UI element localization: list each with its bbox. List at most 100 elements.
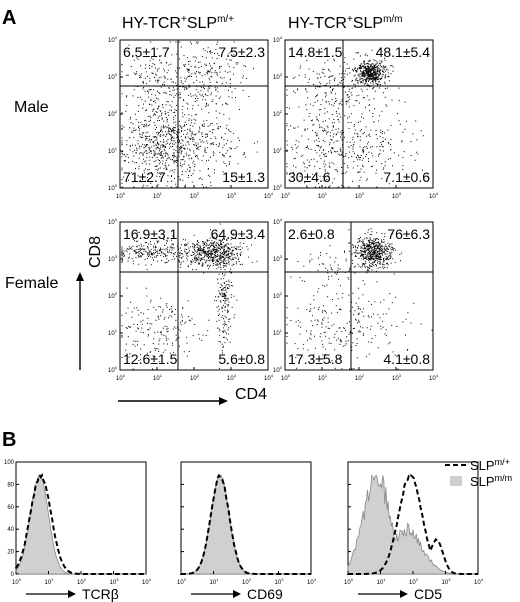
x-tick-label: 102: [190, 191, 200, 200]
x-tick-label: 103: [227, 191, 237, 200]
dashed-histogram: [180, 473, 311, 575]
quadrant-value-ur: 64.9±3.4: [211, 226, 266, 242]
y-tick-label: 20: [7, 550, 14, 556]
quadrant-value-lr: 7.1±0.6: [383, 169, 430, 185]
x-tick-label: 100: [116, 373, 126, 382]
x-tick-label: 100: [116, 191, 126, 200]
scatter-points: [286, 228, 433, 370]
x-tick-label: 102: [190, 373, 200, 382]
x-tick-label: 103: [392, 373, 402, 382]
x-tick-label: 100: [281, 191, 291, 200]
legend-filled-swatch: [450, 476, 462, 486]
x-tick-label: 100: [344, 577, 354, 586]
quadrant-value-ll: 17.3±5.8: [288, 351, 343, 367]
panel-b-label: B: [2, 429, 16, 451]
cd4-arrow-head: [219, 397, 228, 405]
legend: SLPm/+ SLPm/m: [445, 457, 512, 489]
y-tick-label: 101: [273, 146, 283, 155]
y-tick-label: 80: [7, 482, 14, 488]
x-tick-label: 104: [474, 577, 484, 586]
x-tick-label: 102: [242, 577, 252, 586]
x-tick-label: 101: [318, 191, 328, 200]
histogram-x-label: CD5: [414, 586, 442, 602]
x-tick-label: 104: [429, 191, 439, 200]
y-tick-label: 100: [4, 460, 15, 466]
quadrant-value-lr: 4.1±0.8: [383, 351, 430, 367]
cd8-axis-label: CD8: [87, 236, 104, 268]
x-tick-label: 100: [12, 577, 22, 586]
plot-frame: [284, 39, 434, 189]
quadrant-value-ul: 2.6±0.8: [288, 226, 335, 242]
quadrant-value-ur: 7.5±2.3: [218, 44, 265, 60]
y-tick-label: 100: [108, 365, 118, 374]
y-tick-label: 102: [273, 291, 283, 300]
x-tick-label: 103: [442, 577, 452, 586]
x-tick-label: 104: [142, 577, 152, 586]
histogram-x-label: TCRβ: [82, 586, 119, 602]
quadrant-value-ll: 30±4.6: [288, 169, 331, 185]
y-tick-label: 101: [108, 146, 118, 155]
quadrant-value-ul: 14.8±1.5: [288, 44, 343, 60]
x-tick-label: 103: [227, 373, 237, 382]
y-tick-label: 103: [273, 72, 283, 81]
column-title-1: HY-TCR+SLPm/+: [122, 14, 234, 32]
x-tick-label: 104: [264, 191, 274, 200]
quadrant-value-ur: 76±6.3: [387, 226, 430, 242]
x-tick-label: 103: [110, 577, 120, 586]
plot-frame: [284, 221, 434, 371]
x-tick-label: 102: [355, 191, 365, 200]
y-tick-label: 104: [273, 217, 283, 226]
dashed-histogram: [15, 472, 146, 575]
x-tick-label: 101: [210, 577, 220, 586]
y-tick-label: 104: [108, 35, 118, 44]
y-tick-label: 103: [273, 254, 283, 263]
x-tick-label: 103: [275, 577, 285, 586]
plot-frame: [119, 39, 269, 189]
legend-label-2: SLPm/m: [470, 473, 512, 489]
quadrant-value-ul: 16.9±3.1: [123, 226, 178, 242]
cd4-axis-label: CD4: [235, 386, 267, 403]
x-tick-label: 101: [318, 373, 328, 382]
x-tick-label: 101: [45, 577, 55, 586]
y-tick-label: 0: [11, 572, 15, 578]
y-tick-label: 100: [273, 183, 283, 192]
y-tick-label: 60: [7, 505, 14, 511]
quadrant-value-lr: 5.6±0.8: [218, 351, 265, 367]
cd8-arrow-head: [76, 272, 84, 281]
y-tick-label: 104: [273, 35, 283, 44]
x-tick-label: 104: [307, 577, 317, 586]
histogram-3: 100 101 102 103 104 CD5: [344, 461, 484, 602]
y-tick-label: 100: [108, 183, 118, 192]
y-tick-label: 104: [108, 217, 118, 226]
x-tick-label: 100: [177, 577, 187, 586]
quadrant-value-ul: 6.5±1.7: [123, 44, 170, 60]
x-tick-label: 102: [77, 577, 87, 586]
y-tick-label: 100: [273, 365, 283, 374]
panel-a-label: A: [2, 7, 16, 29]
row-label-male: Male: [14, 99, 49, 116]
histogram-x-label: CD69: [247, 586, 283, 602]
quadrant-value-ur: 48.1±5.4: [376, 44, 431, 60]
x-tick-label: 100: [281, 373, 291, 382]
y-tick-label: 102: [108, 291, 118, 300]
x-tick-label: 101: [153, 191, 163, 200]
scatter-points: [121, 41, 258, 188]
y-tick-label: 101: [273, 328, 283, 337]
y-tick-label: 101: [108, 328, 118, 337]
y-tick-label: 102: [273, 109, 283, 118]
x-tick-label: 101: [153, 373, 163, 382]
y-tick-label: 40: [7, 527, 14, 533]
x-tick-label: 104: [429, 373, 439, 382]
column-title-2: HY-TCR+SLPm/m: [288, 14, 403, 32]
y-tick-label: 103: [108, 72, 118, 81]
x-tick-label: 102: [355, 373, 365, 382]
x-tick-label: 104: [264, 373, 274, 382]
row-label-female: Female: [5, 275, 58, 292]
y-tick-label: 102: [108, 109, 118, 118]
histogram-frame: [180, 461, 312, 575]
